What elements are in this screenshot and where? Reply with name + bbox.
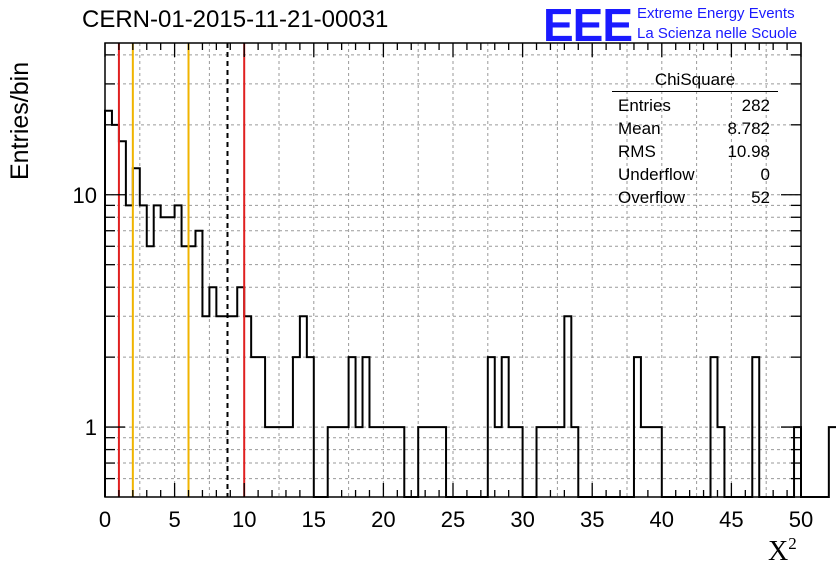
stats-label: Underflow xyxy=(618,165,695,184)
logo-caption: Extreme Energy Events La Scienza nelle S… xyxy=(637,4,797,44)
stats-value: 8.782 xyxy=(727,119,770,138)
stats-row-mean: Mean 8.782 xyxy=(612,117,778,140)
x-tick-label: 15 xyxy=(302,507,326,532)
stats-label: Entries xyxy=(618,96,671,115)
stats-value: 10.98 xyxy=(727,142,770,161)
chart-title: CERN-01-2015-11-21-00031 xyxy=(82,6,389,33)
stats-row-underflow: Underflow 0 xyxy=(612,163,778,186)
reference-lines xyxy=(117,43,246,497)
stats-value: 282 xyxy=(741,96,770,115)
x-tick-label: 40 xyxy=(650,507,674,532)
x-tick-label: 50 xyxy=(789,507,813,532)
x-tick-label: 10 xyxy=(232,507,256,532)
stats-label: RMS xyxy=(618,142,656,161)
stats-row-entries: Entries 282 xyxy=(612,94,778,117)
x-tick-label: 45 xyxy=(719,507,743,532)
stats-label: Mean xyxy=(618,119,661,138)
eee-logo: EEE xyxy=(543,0,633,51)
stats-value: 52 xyxy=(751,188,770,207)
stats-value: 0 xyxy=(760,165,770,184)
tick-labels: 0 5 10 15 20 25 30 35 40 45 50 1 10 xyxy=(73,183,814,532)
y-axis-label: Entries/bin xyxy=(6,61,34,180)
y-tick-label: 1 xyxy=(85,415,97,440)
x-tick-label: 20 xyxy=(371,507,395,532)
y-tick-label: 10 xyxy=(73,183,97,208)
axis-ticks xyxy=(104,43,802,497)
x-tick-label: 0 xyxy=(99,507,111,532)
stats-label: Overflow xyxy=(618,188,686,207)
stats-row-overflow: Overflow 52 xyxy=(612,186,778,209)
x-tick-label: 35 xyxy=(580,507,604,532)
x-tick-label: 30 xyxy=(510,507,534,532)
logo-line-2: La Scienza nelle Scuole xyxy=(637,25,798,42)
x-tick-label: 25 xyxy=(441,507,465,532)
stats-title: ChiSquare xyxy=(612,70,778,92)
x-tick-label: 5 xyxy=(168,507,180,532)
logo-line-1: Extreme Energy Events xyxy=(637,5,795,22)
stats-box: ChiSquare Entries 282 Mean 8.782 RMS 10.98 … xyxy=(612,70,778,209)
x-axis-label: X2 xyxy=(768,534,797,567)
stats-row-rms: RMS 10.98 xyxy=(612,140,778,163)
